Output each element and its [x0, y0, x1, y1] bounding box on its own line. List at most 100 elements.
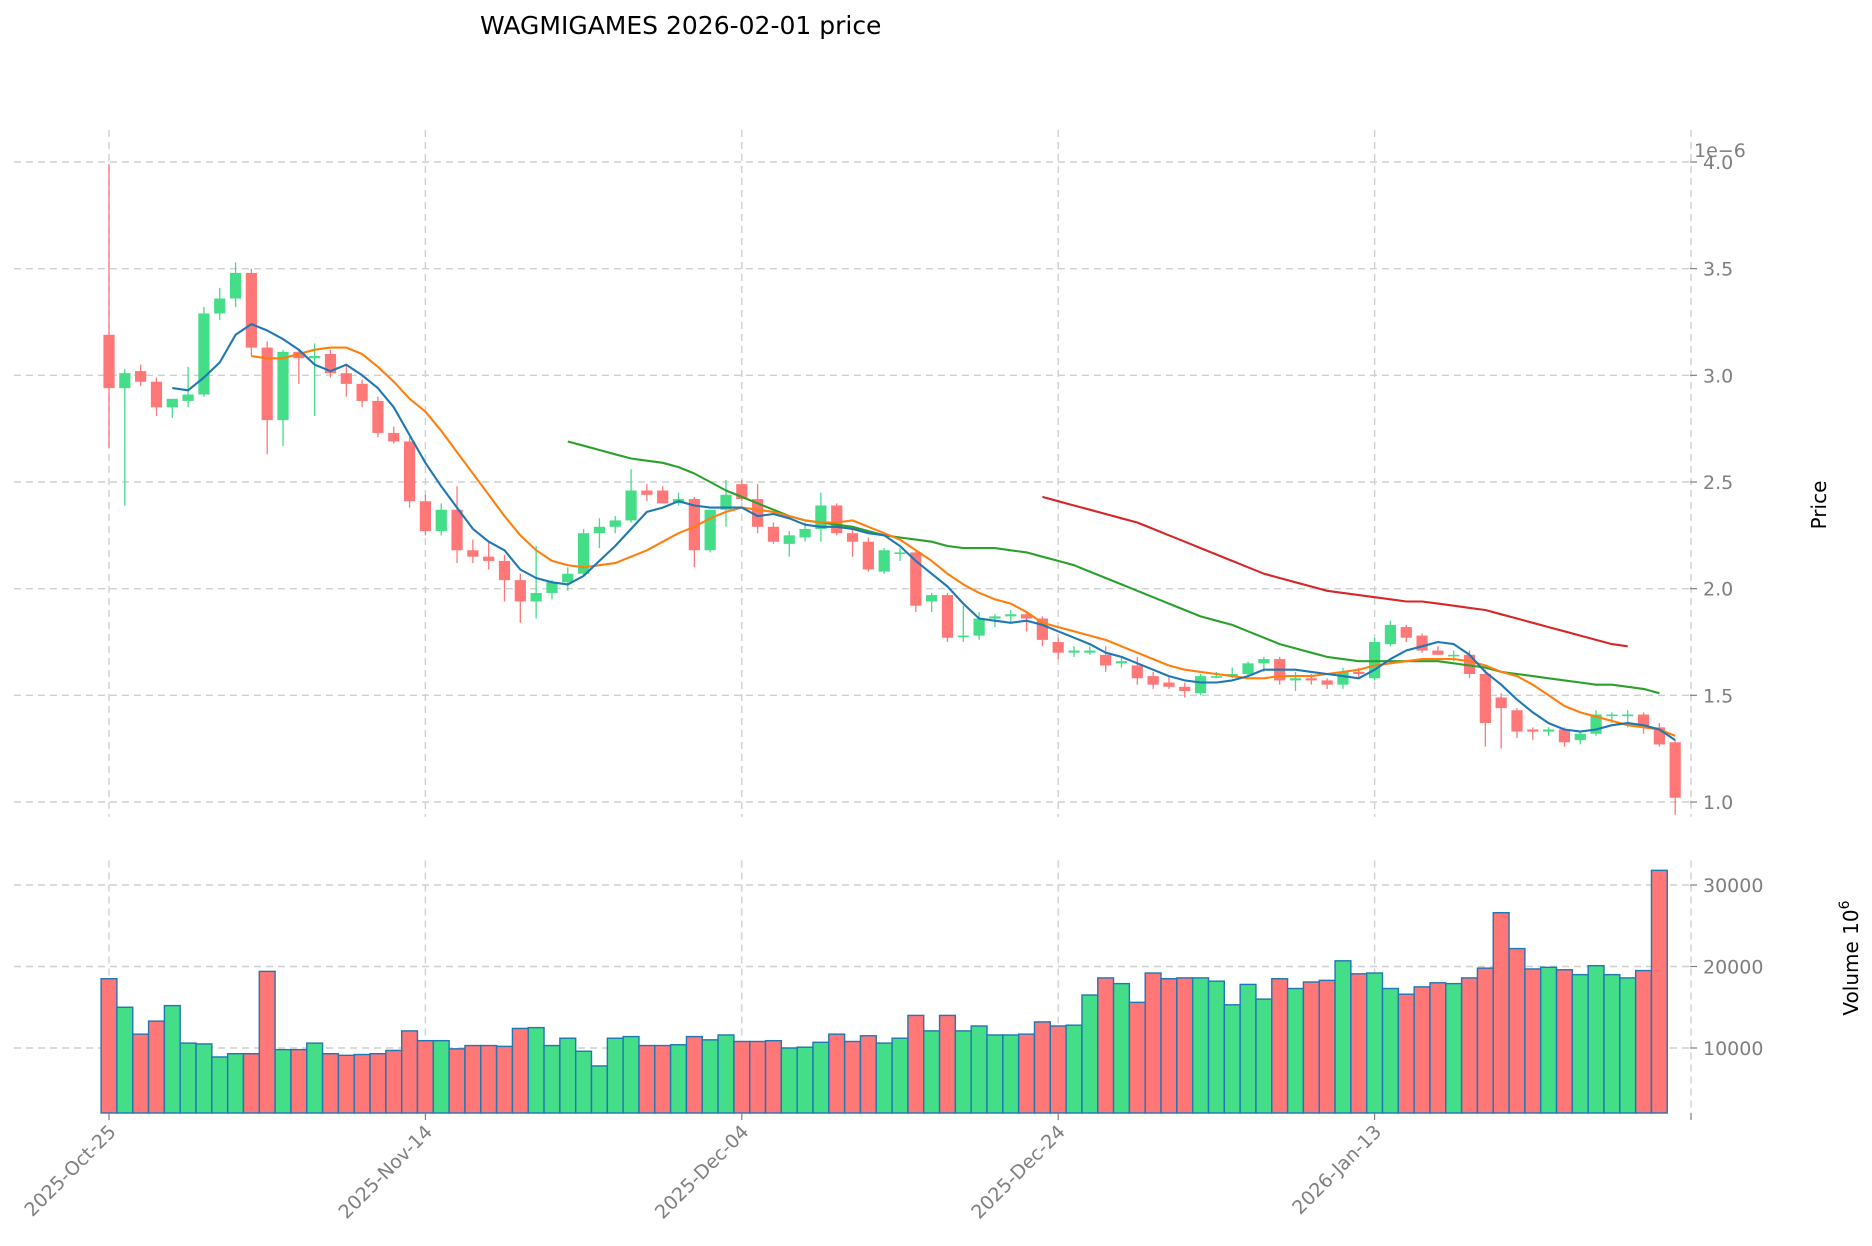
candle-body	[498, 560, 511, 581]
candle-body	[1289, 678, 1302, 681]
candle-body	[846, 533, 859, 542]
volume-bars	[100, 869, 1668, 1114]
volume-bar	[432, 1039, 450, 1114]
date-tick-label: 2025-Dec-04	[651, 1121, 754, 1224]
volume-bar	[1603, 973, 1621, 1114]
moving-averages	[172, 323, 1676, 741]
candle-body	[862, 541, 874, 570]
volume-bar	[828, 1033, 846, 1114]
volume-bar	[1634, 969, 1653, 1114]
volume-bar	[1413, 986, 1431, 1114]
volume-bar	[1033, 1021, 1051, 1114]
candle-body	[1495, 697, 1507, 709]
candle-body	[831, 505, 843, 534]
candle-body	[1622, 714, 1634, 717]
candle-body	[657, 490, 669, 504]
candle-body	[277, 351, 289, 421]
candle-body	[1337, 671, 1349, 685]
volume-bar	[1445, 982, 1463, 1114]
volume-bar	[1081, 994, 1099, 1114]
volume-bar	[179, 1042, 197, 1114]
candle-body	[1210, 676, 1222, 678]
candle-body	[1068, 650, 1080, 653]
volume-bar	[1555, 969, 1574, 1114]
ma-fast-line	[172, 323, 1676, 741]
candle-body	[1400, 627, 1412, 638]
volume-bar	[448, 1048, 466, 1114]
volume-bar	[495, 1045, 514, 1114]
candle-body	[150, 381, 163, 408]
volume-bar	[891, 1037, 909, 1114]
grid-layer	[14, 130, 1692, 1113]
volume-bar	[480, 1044, 498, 1114]
candle-body	[340, 373, 352, 384]
volume-bar	[1429, 982, 1447, 1114]
candle-body	[1163, 682, 1175, 687]
candle-body	[1369, 642, 1381, 679]
candle-body	[356, 383, 368, 401]
volume-bar	[464, 1044, 482, 1114]
volume-bar	[1650, 869, 1668, 1114]
volume-bar	[1065, 1024, 1083, 1114]
volume-bar	[226, 1053, 245, 1114]
candle-body	[1637, 714, 1650, 728]
price-tick-label: 3.5	[1703, 259, 1733, 281]
volume-bar	[717, 1034, 735, 1114]
volume-bar	[622, 1035, 640, 1114]
price-tick-label: 2.5	[1703, 472, 1733, 494]
volume-bar	[100, 978, 118, 1114]
volume-bar	[290, 1048, 308, 1114]
candle-body	[1005, 614, 1017, 617]
volume-bar	[1476, 967, 1494, 1114]
price-tick-label: 1.0	[1703, 792, 1733, 814]
volume-bar	[1239, 983, 1257, 1114]
candle-body	[815, 505, 827, 529]
candle-body	[641, 490, 653, 495]
price-tick-label: 4.0	[1703, 152, 1733, 174]
volume-bar	[1397, 993, 1415, 1114]
candle-body	[530, 592, 542, 602]
date-tick-label: 2025-Dec-24	[967, 1121, 1070, 1224]
candle-body	[245, 272, 257, 348]
volume-bar	[511, 1027, 529, 1114]
candle-body	[1558, 729, 1571, 743]
volume-bar	[733, 1040, 751, 1114]
candle-body	[609, 520, 621, 527]
volume-bar	[1318, 979, 1336, 1114]
candle-body	[1511, 710, 1523, 732]
candle-body	[1463, 654, 1476, 674]
candle-body	[578, 533, 590, 574]
price-tick-label: 3.0	[1703, 365, 1733, 387]
volume-bar	[321, 1053, 340, 1114]
candle-body	[214, 298, 226, 314]
candle-body	[957, 635, 969, 638]
volume-bar	[1365, 972, 1384, 1114]
candle-body	[1606, 714, 1618, 717]
volume-bar	[1176, 977, 1194, 1114]
volume-tick-label: 20000	[1703, 957, 1763, 979]
volume-tick-label: 10000	[1703, 1038, 1763, 1060]
candle-body	[593, 526, 606, 534]
candle-body	[926, 595, 938, 602]
candle-body	[783, 535, 795, 544]
volume-bar	[1587, 964, 1605, 1114]
candle-body	[261, 347, 273, 421]
candle-body	[1574, 733, 1586, 741]
volume-bar	[258, 970, 276, 1114]
volume-bar	[875, 1042, 893, 1114]
volume-bar	[938, 1014, 957, 1114]
volume-bar	[274, 1048, 292, 1114]
volume-bar	[147, 1020, 166, 1114]
volume-bar	[369, 1053, 387, 1114]
candle-body	[514, 580, 526, 602]
candle-body	[1416, 635, 1428, 651]
candle-body	[229, 272, 242, 299]
volume-bar	[195, 1043, 213, 1114]
candle-body	[1052, 642, 1064, 653]
candle-body	[1020, 614, 1033, 619]
volume-bar	[1160, 978, 1178, 1114]
volume-bar	[211, 1056, 229, 1114]
candle-body	[309, 356, 321, 359]
volume-bar	[1524, 968, 1542, 1114]
